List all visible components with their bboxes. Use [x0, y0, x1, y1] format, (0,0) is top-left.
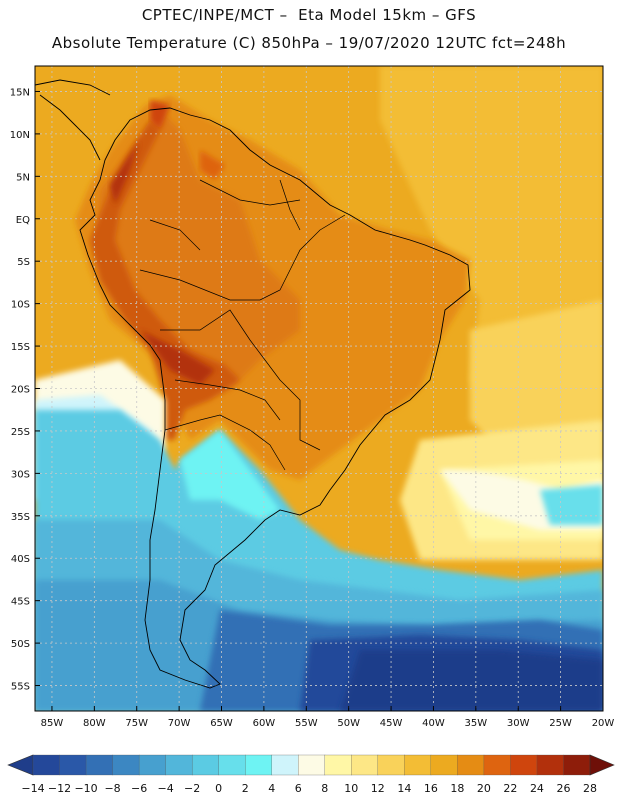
colorbar-label: 26	[556, 782, 570, 795]
lat-label: 35S	[11, 512, 30, 523]
colorbar-swatch	[245, 754, 273, 776]
colorbar-label: 6	[295, 782, 302, 795]
longitude-axis: 85W 80W 75W 70W 65W 60W 55W 50W 45W 40W 35W 30W 25W 2…	[41, 706, 615, 729]
lat-label: 20S	[11, 385, 30, 396]
colorbar-swatch	[483, 754, 511, 776]
colorbar-swatch	[191, 754, 220, 776]
lon-label: 35W	[465, 718, 488, 729]
lat-label: 15N	[10, 87, 30, 98]
colorbar-swatch	[59, 754, 87, 776]
colorbar-label: 22	[503, 782, 517, 795]
colorbar-swatch	[351, 754, 379, 776]
lon-label: 85W	[41, 718, 64, 729]
colorbar-swatch	[271, 754, 299, 776]
colorbar-swatch	[32, 754, 60, 776]
lat-label: 50S	[11, 639, 30, 650]
lon-label: 55W	[295, 718, 318, 729]
colorbar-label: 20	[477, 782, 491, 795]
colorbar-swatch	[218, 754, 246, 776]
colorbar-swatch	[112, 754, 140, 776]
lon-label: 70W	[168, 718, 191, 729]
colorbar-label: −10	[74, 782, 97, 795]
lat-label: 10S	[11, 300, 30, 311]
lat-label: 15S	[11, 342, 30, 353]
lat-label: 10N	[10, 130, 30, 141]
colorbar-label: −14	[21, 782, 44, 795]
lat-label: 25S	[11, 427, 30, 438]
lon-label: 50W	[337, 718, 360, 729]
title-line-1: CPTEC/INPE/MCT – Eta Model 15km – GFS	[141, 6, 477, 24]
colorbar-label: 12	[371, 782, 385, 795]
colorbar-label: 16	[424, 782, 438, 795]
lon-label: 60W	[253, 718, 276, 729]
colorbar-label: 0	[215, 782, 222, 795]
title-line-2: Absolute Temperature (C) 850hPa – 19/07/…	[51, 34, 567, 52]
lat-label: 55S	[11, 682, 30, 693]
colorbar-swatch	[85, 754, 114, 776]
lat-label: 5S	[17, 257, 30, 268]
colorbar-label: 24	[530, 782, 544, 795]
colorbar-label: −8	[104, 782, 120, 795]
lon-label: 20W	[592, 718, 615, 729]
colorbar-swatch	[324, 754, 352, 776]
colorbar-label: 4	[268, 782, 275, 795]
temperature-field	[35, 66, 603, 711]
colorbar-swatch	[138, 754, 167, 776]
colorbar-label: 18	[450, 782, 464, 795]
colorbar-swatch	[377, 754, 405, 776]
colorbar-swatch	[457, 754, 485, 776]
lon-label: 80W	[83, 718, 106, 729]
colorbar-swatch	[563, 754, 591, 776]
colorbar-label: 8	[321, 782, 328, 795]
colorbar-label: 28	[583, 782, 597, 795]
lon-label: 45W	[380, 718, 403, 729]
lat-label: 5N	[16, 172, 30, 183]
colorbar-swatch	[536, 754, 564, 776]
colorbar-swatch	[430, 754, 458, 776]
lon-label: 65W	[210, 718, 233, 729]
lon-label: 40W	[422, 718, 445, 729]
colorbar-label: 10	[344, 782, 358, 795]
lon-label: 75W	[125, 718, 148, 729]
country-borders	[139, 179, 346, 471]
colorbar-arrow-high	[589, 754, 615, 776]
colorbar-label: 2	[242, 782, 249, 795]
lat-label: 40S	[11, 554, 30, 565]
colorbar-label: −6	[131, 782, 147, 795]
lat-label: 45S	[11, 597, 30, 608]
colorbar-label: −4	[158, 782, 174, 795]
lat-label: EQ	[16, 215, 30, 226]
lon-label: 25W	[549, 718, 572, 729]
colorbar: −14 −12 −10 −8 −6 −4 −2 0 2 4 6 8 10 12 14 16 18 20 22 24 26…	[7, 754, 615, 795]
colorbar-swatch	[165, 754, 193, 776]
lat-label: 30S	[11, 469, 30, 480]
colorbar-arrow-low	[7, 754, 34, 776]
colorbar-label: 14	[397, 782, 411, 795]
lon-label: 30W	[507, 718, 530, 729]
colorbar-swatch	[404, 754, 432, 776]
colorbar-swatch	[298, 754, 326, 776]
colorbar-label: −2	[184, 782, 200, 795]
latitude-axis: 15N 10N 5N EQ 5S 10S 15S 20S 25S 30S 35S 40S 45S 50S 5…	[10, 87, 40, 693]
colorbar-label: −12	[48, 782, 71, 795]
colorbar-swatch	[510, 754, 538, 776]
